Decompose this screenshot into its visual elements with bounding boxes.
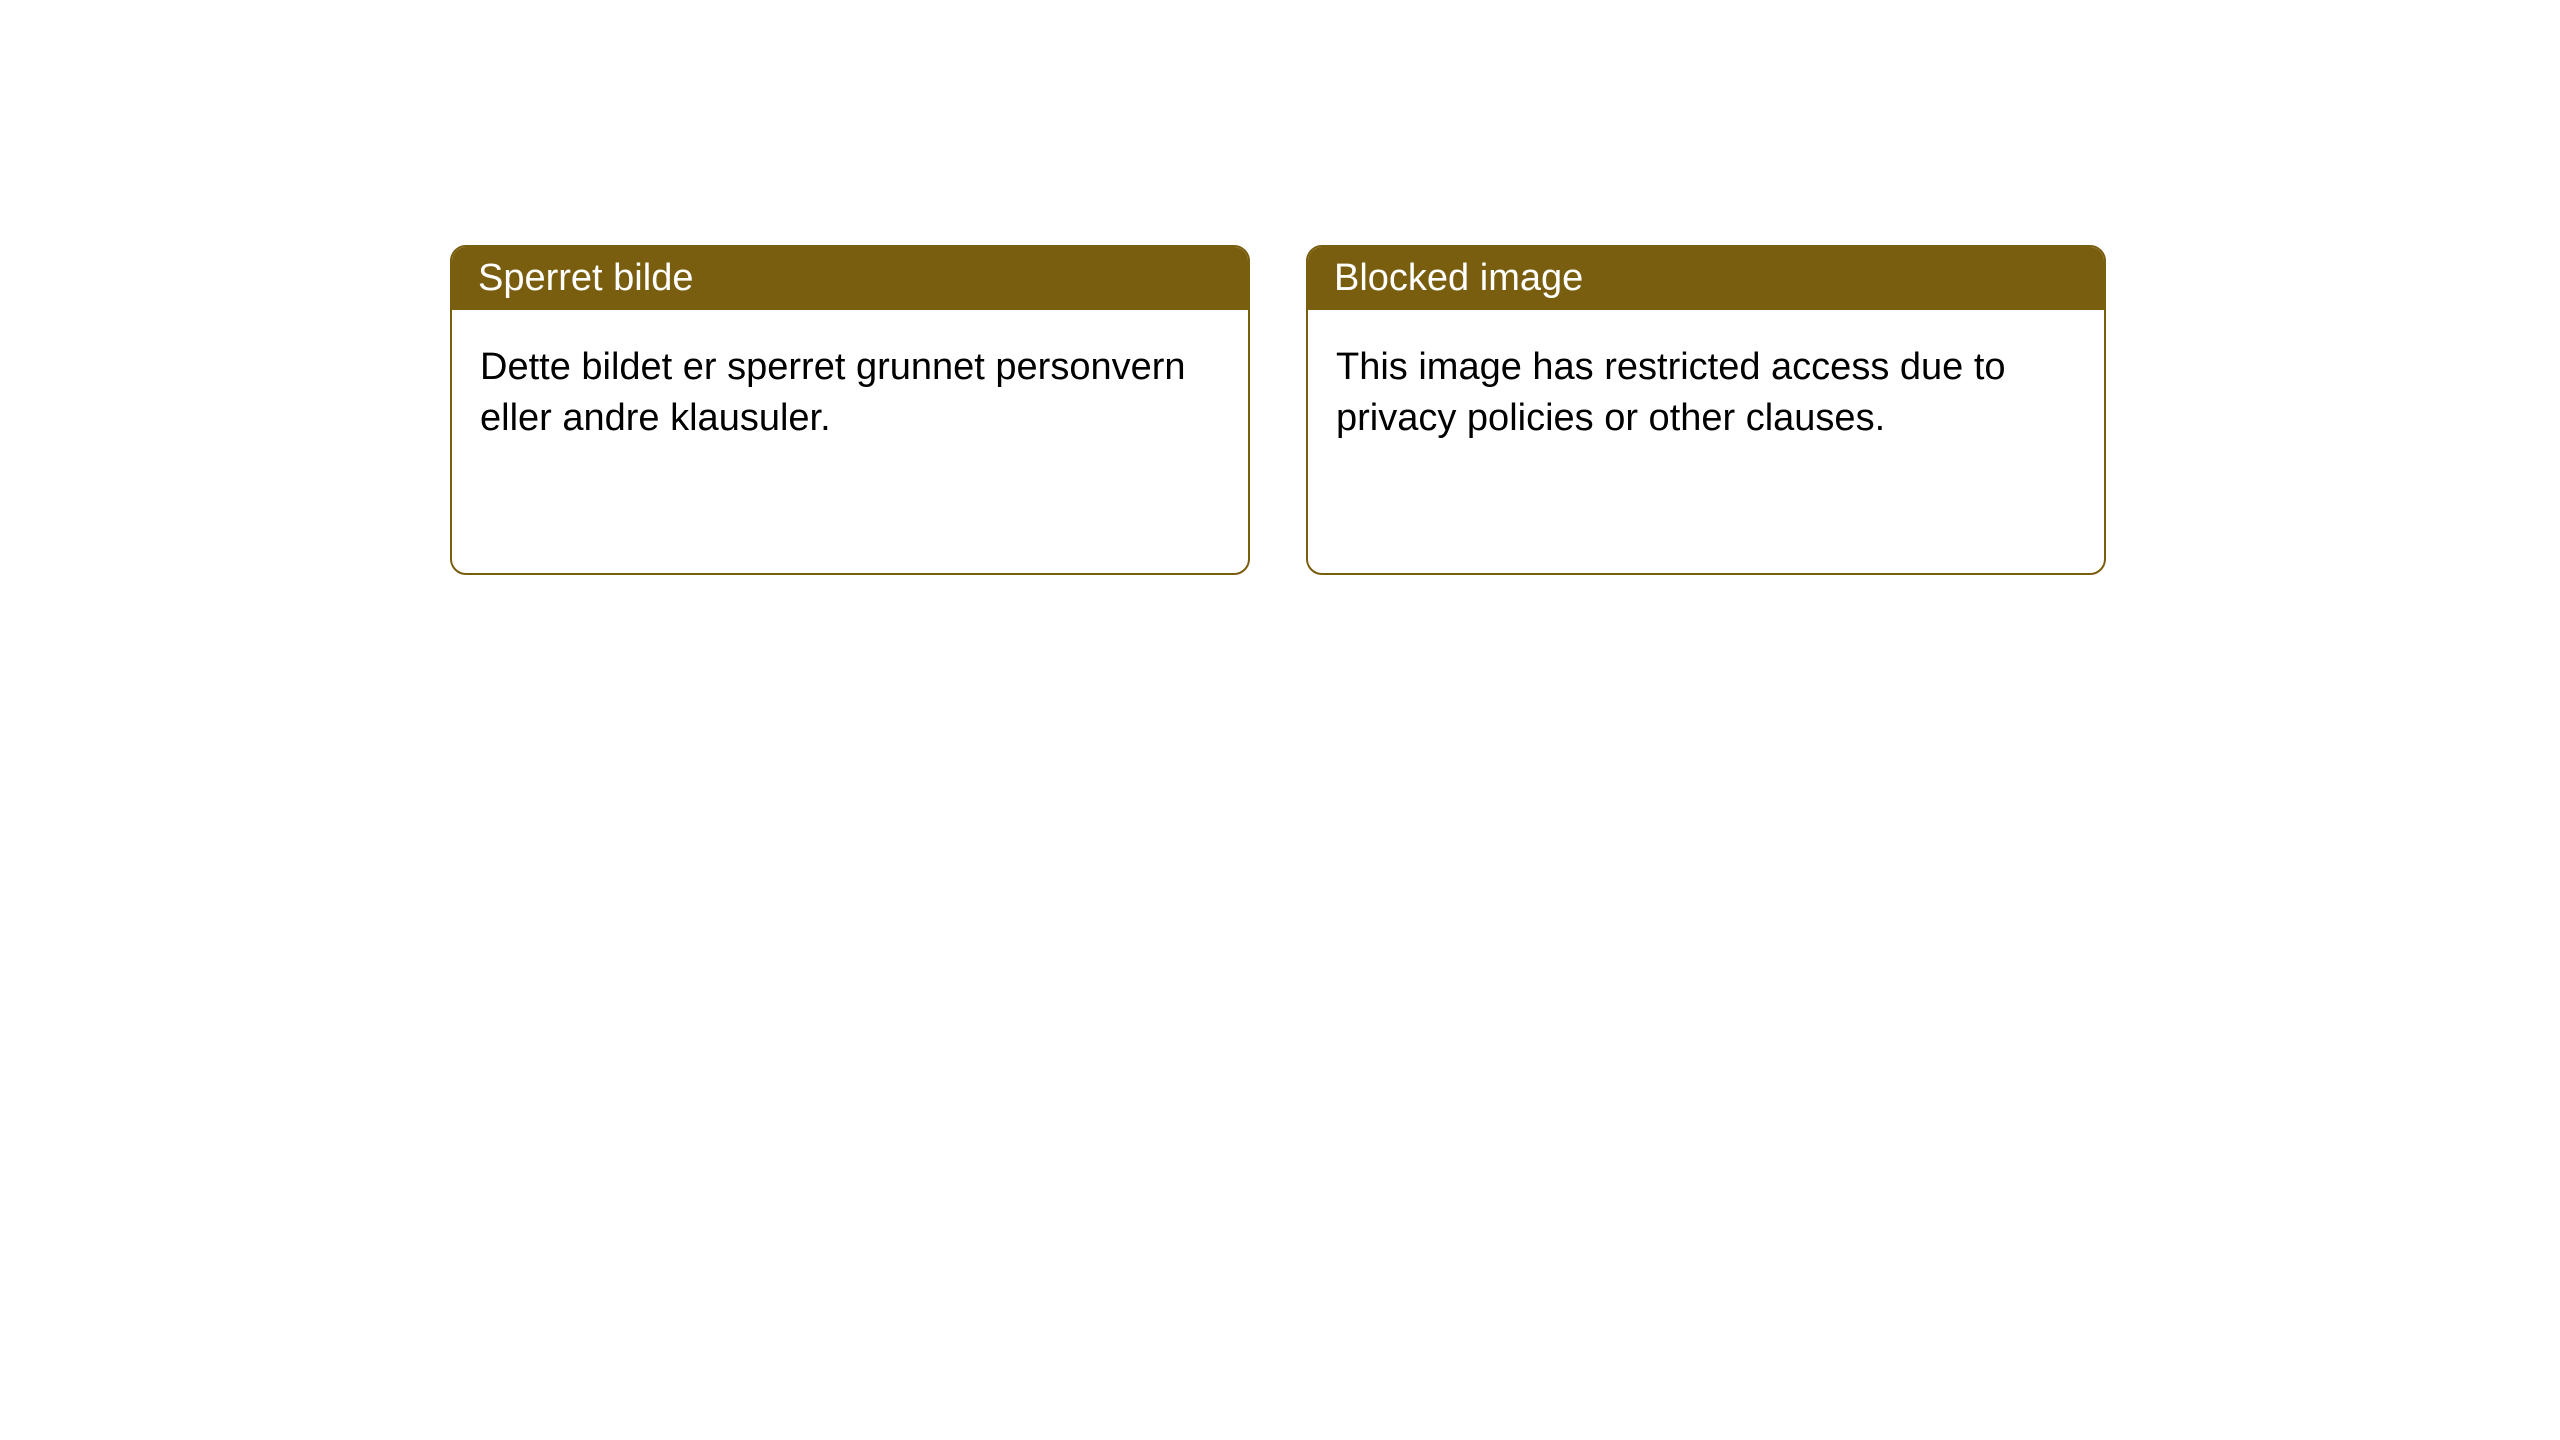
card-title: Blocked image: [1334, 257, 1583, 299]
card-body-text: Dette bildet er sperret grunnet personve…: [480, 346, 1186, 439]
blocked-image-card-en: Blocked image This image has restricted …: [1306, 245, 2106, 575]
card-body: Dette bildet er sperret grunnet personve…: [452, 310, 1248, 477]
blocked-image-card-no: Sperret bilde Dette bildet er sperret gr…: [450, 245, 1250, 575]
card-header: Blocked image: [1308, 247, 2104, 310]
cards-container: Sperret bilde Dette bildet er sperret gr…: [450, 245, 2106, 575]
card-body-text: This image has restricted access due to …: [1336, 346, 2006, 439]
card-header: Sperret bilde: [452, 247, 1248, 310]
card-body: This image has restricted access due to …: [1308, 310, 2104, 477]
card-title: Sperret bilde: [478, 257, 693, 299]
